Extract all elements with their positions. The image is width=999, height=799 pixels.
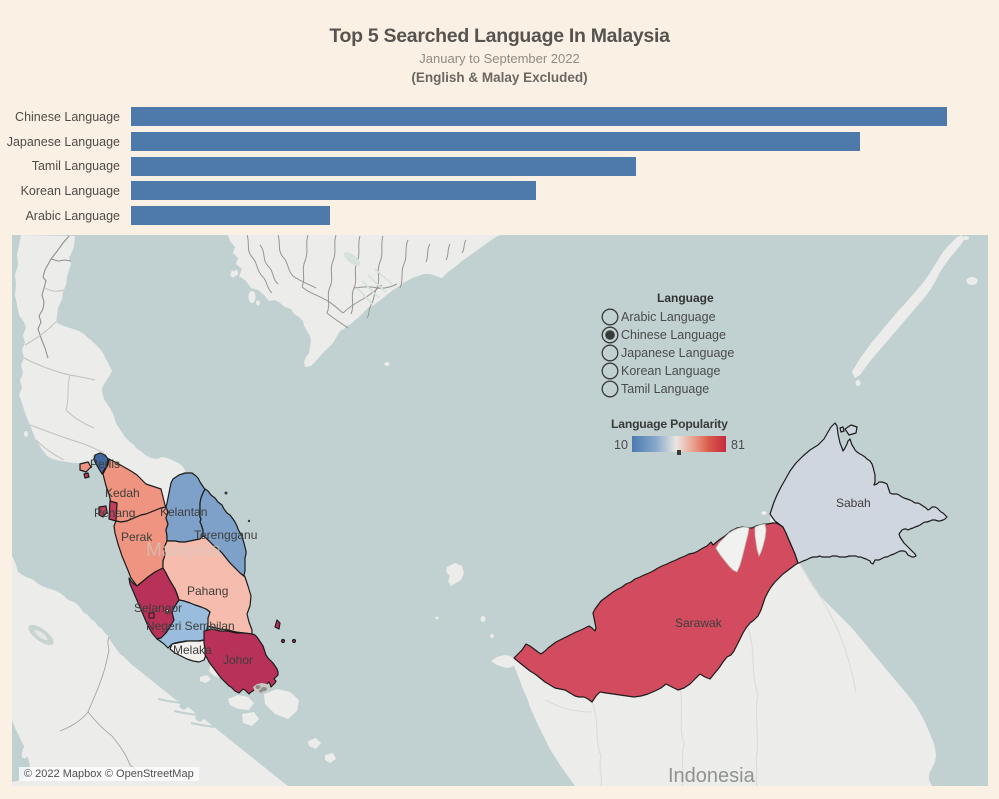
svg-text:Chinese Language: Chinese Language bbox=[621, 328, 726, 342]
svg-text:Korean Language: Korean Language bbox=[621, 364, 720, 378]
svg-text:Kelantan: Kelantan bbox=[160, 505, 207, 519]
svg-text:Sarawak: Sarawak bbox=[675, 616, 723, 630]
svg-text:Arabic Language: Arabic Language bbox=[621, 310, 716, 324]
svg-text:Johor: Johor bbox=[223, 653, 253, 667]
svg-text:Terengganu: Terengganu bbox=[194, 528, 257, 542]
svg-text:Melaka: Melaka bbox=[173, 643, 212, 657]
svg-text:Indonesia: Indonesia bbox=[668, 765, 756, 786]
svg-text:Kedah: Kedah bbox=[105, 486, 140, 500]
svg-text:Language: Language bbox=[657, 291, 714, 305]
svg-text:Negeri Sembilan: Negeri Sembilan bbox=[146, 619, 235, 633]
svg-text:Perlis: Perlis bbox=[90, 457, 120, 471]
svg-text:Selangor: Selangor bbox=[134, 601, 182, 615]
svg-text:Perak: Perak bbox=[121, 530, 153, 544]
svg-text:Japanese Language: Japanese Language bbox=[621, 346, 734, 360]
svg-text:Pahang: Pahang bbox=[187, 584, 228, 598]
svg-text:Malaysia: Malaysia bbox=[146, 540, 221, 561]
svg-text:Penang: Penang bbox=[94, 506, 135, 520]
svg-text:Tamil Language: Tamil Language bbox=[621, 382, 709, 396]
svg-text:Sabah: Sabah bbox=[836, 496, 871, 510]
